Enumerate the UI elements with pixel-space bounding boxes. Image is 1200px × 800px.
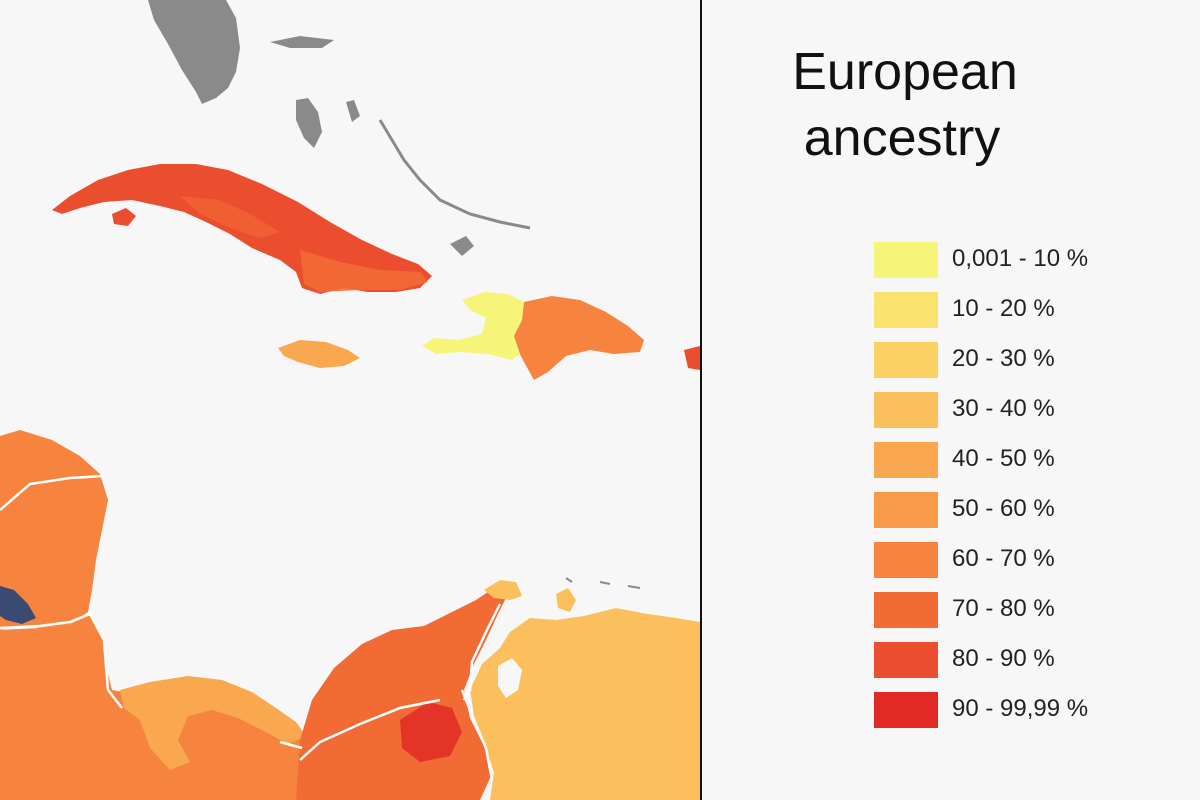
lake-maracaibo <box>498 658 522 698</box>
region-bahamas-andros <box>296 98 322 148</box>
legend-swatch <box>874 542 938 578</box>
region-puerto-rico <box>684 346 700 370</box>
region-colombia <box>296 588 510 800</box>
region-bahamas-small2 <box>270 36 334 48</box>
legend-label: 20 - 30 % <box>952 345 1055 372</box>
region-bahamas-small1 <box>450 236 474 256</box>
region-bahamas-small3 <box>346 100 360 122</box>
region-belize <box>0 586 36 624</box>
map-panel <box>0 0 700 800</box>
region-florida <box>148 0 240 104</box>
legend-title-line1: European <box>792 43 1018 101</box>
legend-label: 70 - 80 % <box>952 595 1055 622</box>
legend-label: 10 - 20 % <box>952 295 1055 322</box>
region-dominican-republic <box>514 296 644 380</box>
region-colombia-interior <box>400 702 462 762</box>
legend-title-line2: ancestry <box>803 109 1001 167</box>
region-isla-juventud <box>112 208 136 226</box>
region-small-islands <box>565 577 641 589</box>
region-venezuela <box>470 608 700 800</box>
legend-swatch <box>874 592 938 628</box>
legend-swatch <box>874 292 938 328</box>
legend-label: 50 - 60 % <box>952 495 1055 522</box>
legend-label: 0,001 - 10 % <box>952 245 1089 272</box>
legend-swatch <box>874 392 938 428</box>
region-panama <box>120 676 306 770</box>
caribbean-map <box>0 0 700 800</box>
country-borders <box>0 474 502 781</box>
legend-swatch <box>874 642 938 678</box>
region-haiti <box>422 292 524 360</box>
legend-label: 90 - 99,99 % <box>952 695 1089 722</box>
legend-label: 40 - 50 % <box>952 445 1055 472</box>
panel-divider <box>700 0 702 800</box>
legend-swatch <box>874 342 938 378</box>
legend-swatch <box>874 492 938 528</box>
region-jamaica <box>278 340 360 368</box>
legend-swatch <box>874 692 938 728</box>
region-cuba-mid <box>180 196 280 238</box>
legend-label: 30 - 40 % <box>952 395 1055 422</box>
legend-label: 80 - 90 % <box>952 645 1055 672</box>
legend-swatch <box>874 242 938 278</box>
region-bahamas-chain <box>378 119 531 230</box>
region-cuba-east <box>300 250 428 292</box>
legend-label: 60 - 70 % <box>952 545 1055 572</box>
legend-swatch <box>874 442 938 478</box>
legend-panel: European ancestry 0,001 - 10 % 10 - 20 %… <box>702 0 1200 800</box>
region-guajira <box>484 580 522 600</box>
region-paraguana <box>556 588 576 612</box>
region-yucatan <box>0 430 108 630</box>
